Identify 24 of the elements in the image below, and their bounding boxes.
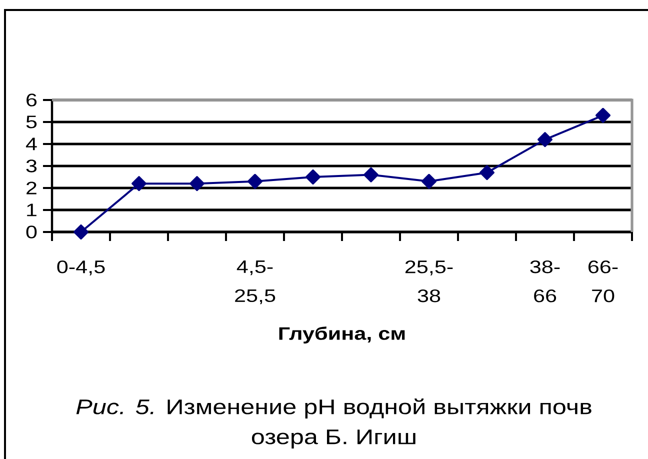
y-tick-label: 0 — [26, 226, 37, 238]
x-tick-label: 0-4,5 — [57, 260, 105, 276]
y-tick-label: 4 — [26, 138, 37, 150]
point — [364, 167, 379, 182]
x-axis-title: Глубина, см — [279, 326, 405, 344]
x-tick-label: 25,5-38 — [405, 260, 453, 302]
y-tick-label: 1 — [27, 204, 36, 216]
y-tick-label: 3 — [26, 160, 37, 172]
x-tick-label: 38-66 — [530, 260, 560, 302]
point — [422, 174, 437, 189]
text: Рис. 5. Изменение pH водной вытяжки почв озера Б. Игиш — [76, 398, 592, 448]
point — [132, 176, 147, 192]
y-tick-label: 6 — [26, 94, 37, 106]
point — [306, 169, 321, 184]
point — [538, 132, 553, 148]
point — [74, 224, 89, 240]
point — [480, 165, 495, 180]
point — [596, 108, 611, 123]
y-tick-label: 2 — [26, 182, 36, 194]
y-tick-label: 5 — [26, 116, 37, 128]
x-tick-label: 66-70 — [588, 260, 618, 302]
point — [190, 176, 205, 192]
point — [248, 174, 263, 189]
x-tick-label: 4,5-25,5 — [235, 260, 276, 304]
